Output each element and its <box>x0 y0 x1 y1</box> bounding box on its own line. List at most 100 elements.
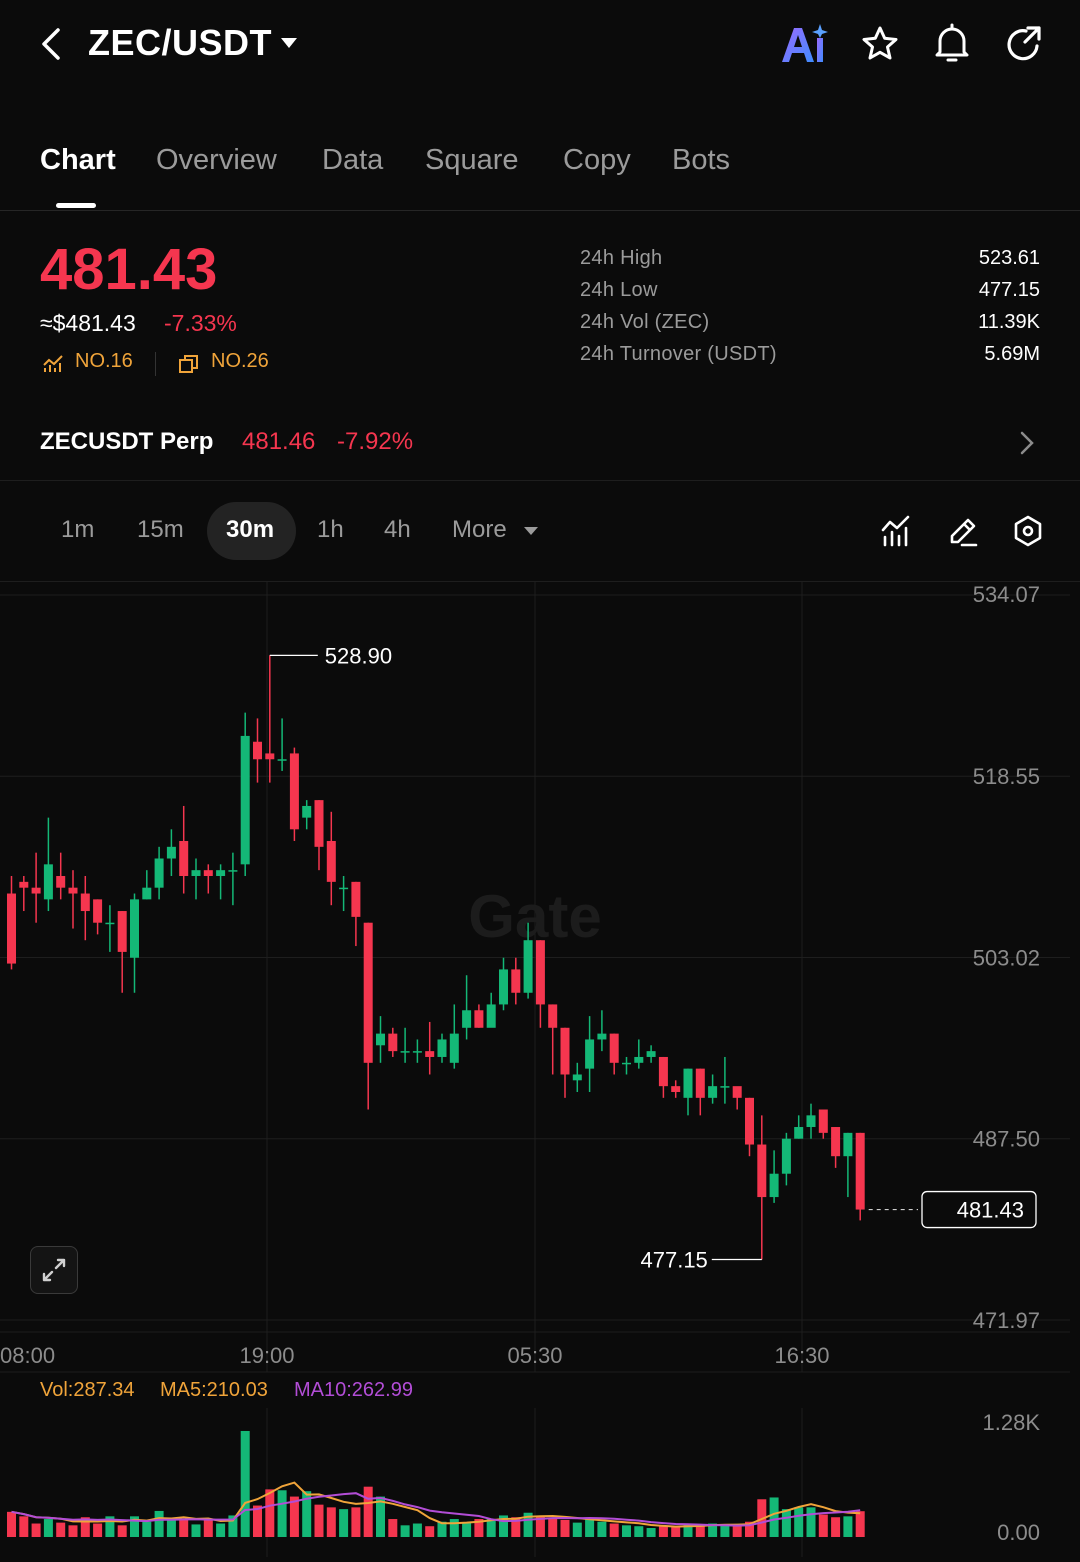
candle-body <box>695 1068 705 1098</box>
settings-hexagon-icon[interactable] <box>1012 514 1044 548</box>
volume-bar <box>31 1523 41 1537</box>
rank-badge-volume[interactable]: NO.26 <box>211 350 269 372</box>
candle-body <box>412 1051 422 1053</box>
x-axis-tick-label: 08:00 <box>0 1343 55 1368</box>
timeframe-bar: 1m 15m 30m 1h 4h More <box>0 500 1080 562</box>
candle-body <box>855 1132 865 1210</box>
y-axis-tick-label: 503.02 <box>973 946 1040 971</box>
timeframe-more[interactable]: More <box>452 516 507 543</box>
candle-body <box>289 753 299 830</box>
star-icon[interactable] <box>860 24 900 64</box>
candle-body <box>154 858 164 888</box>
candle-body <box>535 940 545 1005</box>
draw-pencil-icon[interactable] <box>946 514 980 548</box>
volume-bar <box>634 1526 644 1537</box>
volume-bar <box>253 1505 262 1537</box>
candle-body <box>314 800 324 847</box>
expand-icon <box>42 1258 66 1282</box>
volume-bar <box>166 1518 176 1537</box>
candle-body <box>634 1056 644 1063</box>
candle-body <box>708 1086 718 1098</box>
candle-body <box>142 887 152 900</box>
volume-bar <box>449 1519 459 1537</box>
perp-link-row[interactable]: ZECUSDT Perp 481.46 -7.92% <box>0 410 1080 481</box>
volume-bar <box>117 1525 127 1537</box>
candle-body <box>376 1033 385 1046</box>
tab-overview[interactable]: Overview <box>156 144 277 176</box>
ma10-legend: MA10:262.99 <box>294 1379 413 1401</box>
candle-body <box>425 1051 435 1057</box>
price-change: -7.33% <box>164 310 237 336</box>
ai-icon[interactable] <box>780 22 830 66</box>
stat-label-high: 24h High <box>580 247 663 269</box>
candle-body <box>781 1138 791 1174</box>
tab-data[interactable]: Data <box>322 144 384 176</box>
volume-bar <box>437 1521 447 1537</box>
volume-bar <box>708 1523 718 1537</box>
candle-body <box>523 940 533 993</box>
stat-label-vol: 24h Vol (ZEC) <box>580 311 710 333</box>
candle-body <box>68 887 78 894</box>
stat-value-turnover: 5.69M <box>984 343 1040 365</box>
share-icon[interactable] <box>1004 24 1044 64</box>
candle-body <box>93 899 103 923</box>
ma10-line <box>11 1492 861 1527</box>
volume-bar <box>818 1514 828 1537</box>
rank-badge-gainers[interactable]: NO.16 <box>75 350 133 372</box>
chevron-down-icon[interactable] <box>281 38 297 48</box>
candle-body <box>794 1127 804 1139</box>
tab-square[interactable]: Square <box>425 144 519 176</box>
candle-body <box>560 1027 570 1075</box>
candle-body <box>585 1039 595 1069</box>
volume-bar <box>43 1519 53 1537</box>
candle-body <box>486 1004 496 1028</box>
x-axis-tick-label: 05:30 <box>507 1343 562 1368</box>
stat-value-vol: 11.39K <box>978 311 1040 333</box>
volume-bar <box>339 1509 349 1537</box>
volume-y-tick: 0.00 <box>997 1520 1040 1545</box>
timeframe-30m[interactable]: 30m <box>226 516 275 543</box>
timeframe-1m[interactable]: 1m <box>61 516 95 543</box>
candlestick-chart[interactable]: Gate 528.90 477.15 481.43 534.07 518.55 503.… <box>0 582 1080 1557</box>
indicator-icon[interactable] <box>880 514 912 548</box>
volume-bar <box>277 1490 287 1537</box>
timeframe-15m[interactable]: 15m <box>137 516 184 543</box>
volume-bar <box>622 1525 631 1537</box>
candle-body <box>105 922 115 925</box>
vol-legend: Vol:287.34 <box>40 1379 135 1401</box>
volume-bar <box>289 1496 299 1537</box>
candle-body <box>818 1109 828 1133</box>
back-icon[interactable] <box>38 26 66 62</box>
volume-bar <box>105 1516 115 1537</box>
volume-bar <box>7 1511 16 1537</box>
pair-title[interactable]: ZEC/USDT <box>88 22 272 63</box>
volume-bar <box>56 1522 66 1537</box>
candle-body <box>449 1033 459 1063</box>
tab-chart[interactable]: Chart <box>40 144 116 176</box>
timeframe-1h[interactable]: 1h <box>317 516 344 543</box>
candle-body <box>19 881 29 888</box>
price-chart[interactable]: Gate 528.90 477.15 481.43 534.07 518.55 503.… <box>0 581 1080 1557</box>
volume-bar <box>130 1516 139 1537</box>
candle-body <box>572 1074 582 1081</box>
volume-bar <box>265 1489 275 1537</box>
volume-y-tick: 1.28K <box>983 1410 1041 1435</box>
volume-bar <box>548 1518 558 1537</box>
tab-copy[interactable]: Copy <box>563 144 631 176</box>
volume-bar <box>720 1524 730 1537</box>
y-axis-tick-label: 471.97 <box>973 1308 1040 1333</box>
tab-bots[interactable]: Bots <box>672 144 731 176</box>
volume-bar <box>646 1528 656 1537</box>
candle-body <box>622 1062 631 1065</box>
volume-bar <box>240 1430 250 1537</box>
chevron-down-icon[interactable] <box>524 527 538 535</box>
timeframe-4h[interactable]: 4h <box>384 516 411 543</box>
volume-bar <box>597 1521 607 1537</box>
fullscreen-button[interactable] <box>30 1246 78 1294</box>
candle-body <box>400 1051 410 1053</box>
volume-bar <box>523 1512 533 1537</box>
candle-body <box>843 1132 853 1157</box>
volume-bar <box>425 1526 435 1537</box>
bell-icon[interactable] <box>932 22 972 64</box>
candle-body <box>831 1127 841 1157</box>
